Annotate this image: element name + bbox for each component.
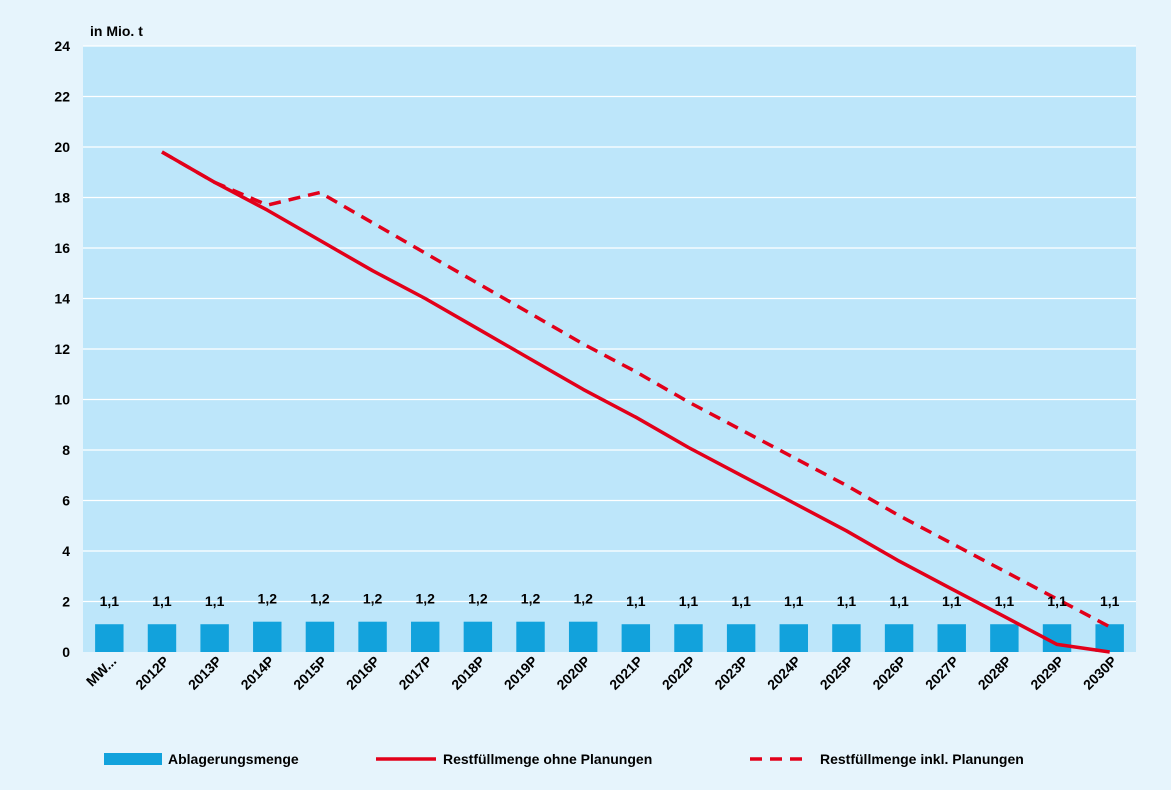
y-tick-label: 14 — [54, 291, 70, 307]
bar-data-label: 1,1 — [679, 593, 699, 609]
bar — [463, 621, 493, 652]
x-tick-label: 2012P — [132, 653, 172, 693]
series-line-solid — [161, 150, 1110, 654]
bar — [621, 624, 651, 652]
bar-data-label: 1,2 — [573, 591, 593, 607]
legend-label: Restfüllmenge ohne Planungen — [443, 751, 652, 767]
x-tick-label: 2021P — [606, 653, 646, 693]
bar-data-label: 1,1 — [889, 593, 909, 609]
bar — [95, 624, 124, 652]
x-tick-label: 2016P — [343, 653, 383, 693]
bars — [95, 621, 1124, 652]
bar — [779, 624, 808, 652]
x-tick-label: 2028P — [975, 653, 1015, 693]
x-axis: MW... 2012P 2013P 2014P 2015P 2016P 2017P 2018P… — [83, 653, 1120, 693]
bar-data-label: 1,2 — [415, 591, 435, 607]
y-tick-label: 10 — [54, 392, 70, 408]
bar — [305, 621, 335, 652]
bar-data-label: 1,1 — [1047, 593, 1067, 609]
unit-label: in Mio. t — [90, 23, 143, 39]
bar-data-label: 1,1 — [784, 593, 804, 609]
x-tick-label: 2027P — [922, 653, 962, 693]
bar-data-label: 1,1 — [205, 593, 225, 609]
x-tick-label: 2026P — [869, 653, 909, 693]
x-tick-label: 2017P — [395, 653, 435, 693]
bar — [990, 624, 1019, 652]
y-tick-label: 16 — [54, 240, 70, 256]
bar-data-label: 1,1 — [995, 593, 1015, 609]
legend: Ablagerungsmenge Restfüllmenge ohne Planu… — [104, 751, 1024, 767]
bar — [937, 624, 966, 652]
y-tick-label: 0 — [62, 644, 70, 660]
bar-data-label: 1,2 — [521, 591, 541, 607]
bar-data-label: 1,2 — [258, 591, 278, 607]
bar — [832, 624, 861, 652]
gridlines — [83, 45, 1136, 603]
bar-data-label: 1,1 — [942, 593, 962, 609]
x-tick-label: 2018P — [448, 653, 488, 693]
bar-data-label: 1,1 — [1100, 593, 1120, 609]
y-tick-label: 8 — [62, 442, 70, 458]
bar-data-label: 1,1 — [100, 593, 120, 609]
bar — [674, 624, 703, 652]
bar — [884, 624, 914, 652]
x-tick-label: 2025P — [817, 653, 857, 693]
x-tick-label: 2013P — [185, 653, 225, 693]
x-tick-label: 2022P — [659, 653, 699, 693]
bar-data-label: 1,1 — [152, 593, 172, 609]
bar — [516, 621, 545, 652]
bar-data-label: 1,2 — [363, 591, 383, 607]
bar — [568, 621, 598, 652]
legend-label: Restfüllmenge inkl. Planungen — [820, 751, 1024, 767]
y-tick-label: 12 — [54, 341, 70, 357]
x-tick-label: 2019P — [501, 653, 541, 693]
bar-data-label: 1,1 — [626, 593, 646, 609]
bar-data-label: 1,1 — [837, 593, 857, 609]
bar — [411, 621, 440, 652]
y-tick-label: 18 — [54, 190, 70, 206]
x-tick-label: 2020P — [553, 653, 593, 693]
x-tick-label: 2015P — [290, 653, 330, 693]
bar — [147, 624, 177, 652]
y-tick-label: 4 — [62, 543, 70, 559]
bar — [253, 621, 282, 652]
x-tick-label: 2023P — [711, 653, 751, 693]
bar — [726, 624, 756, 652]
x-tick-label: 2030P — [1080, 653, 1120, 693]
y-tick-label: 22 — [54, 89, 70, 105]
x-tick-label: 2014P — [237, 653, 277, 693]
legend-label: Ablagerungsmenge — [168, 751, 299, 767]
y-tick-label: 6 — [62, 493, 70, 509]
bar — [200, 624, 229, 652]
bar-data-label: 1,2 — [468, 591, 488, 607]
data-labels: 1,1 1,1 1,1 1,2 1,2 1,2 1,2 1,2 1,2 1,2 1,1 1,1 1,1 1… — [100, 591, 1120, 610]
x-tick-label: 2024P — [764, 653, 804, 693]
y-tick-label: 2 — [62, 594, 70, 610]
bar — [1095, 624, 1124, 652]
x-tick-label: MW... — [83, 653, 120, 690]
y-tick-label: 20 — [54, 139, 70, 155]
y-tick-label: 24 — [54, 38, 70, 54]
lines — [161, 150, 1111, 654]
legend-swatch-bar — [104, 753, 162, 765]
x-tick-label: 2029P — [1027, 653, 1067, 693]
bar-data-label: 1,1 — [731, 593, 751, 609]
bar-data-label: 1,2 — [310, 591, 330, 607]
bar — [358, 621, 387, 652]
